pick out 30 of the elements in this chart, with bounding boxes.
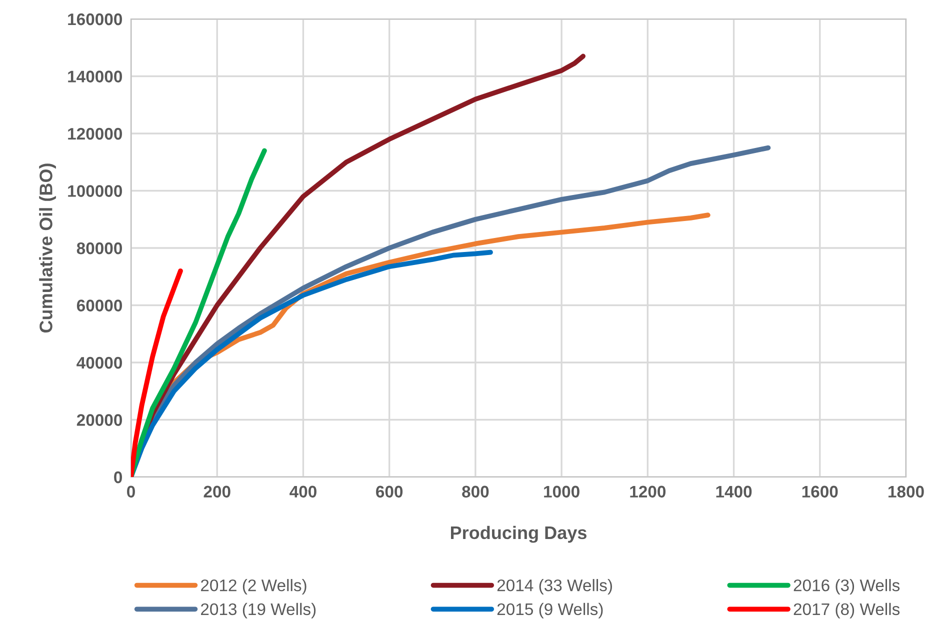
x-tick-label: 1600	[802, 486, 838, 498]
y-tick-label: 120000	[68, 128, 122, 140]
x-tick-label: 1800	[888, 486, 924, 498]
y-tick-label: 20000	[76, 414, 122, 426]
y-tick-label: 40000	[76, 356, 122, 369]
x-tick-label: 200	[204, 486, 230, 498]
line-series	[131, 268, 183, 477]
x-axis-title: Producing Days	[450, 526, 586, 543]
y-axis-title: Cumulative Oil (BO)	[39, 164, 56, 333]
legend-label: 2012 (2 Wells)	[201, 579, 306, 595]
legend-label: 2014 (33 Wells)	[497, 579, 612, 595]
x-tick-label: 1200	[630, 486, 666, 498]
y-tick-label: 160000	[68, 13, 122, 26]
line-series	[131, 250, 493, 477]
x-tick-label: 400	[290, 486, 316, 498]
y-tick-label: 100000	[68, 185, 122, 197]
y-tick-label: 0	[114, 471, 122, 484]
y-tick-label: 60000	[76, 300, 122, 312]
legend-label: 2015 (9 Wells)	[497, 602, 603, 618]
legend-label: 2017 (8) Wells	[794, 602, 900, 618]
y-tick-label: 140000	[68, 70, 122, 82]
y-tick-label: 80000	[76, 242, 122, 254]
x-tick-label: 600	[376, 486, 403, 498]
x-tick-label: 0	[127, 486, 135, 498]
x-tick-label: 800	[462, 486, 489, 498]
x-tick-label: 1400	[716, 486, 752, 498]
legend-label: 2016 (3) Wells	[794, 579, 900, 595]
x-tick-label: 1000	[544, 486, 580, 498]
legend-label: 2013 (19 Wells)	[201, 602, 316, 618]
line-series	[131, 148, 267, 477]
